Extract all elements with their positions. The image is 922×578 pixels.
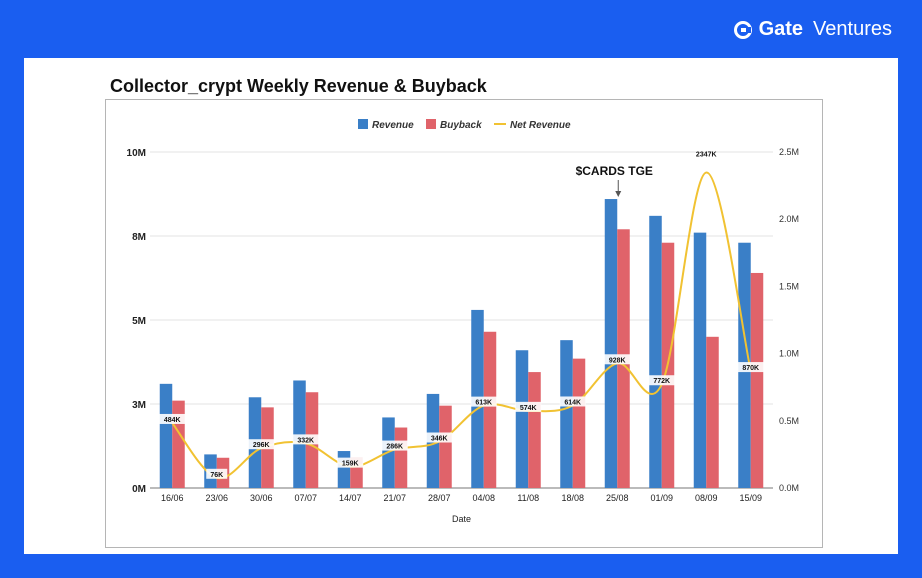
x-tick-label: 11/08 bbox=[517, 493, 539, 503]
buyback-bar bbox=[572, 358, 586, 488]
x-tick-label: 25/08 bbox=[606, 493, 629, 503]
net-revenue-data-label: 614K bbox=[564, 399, 581, 406]
buyback-bar bbox=[172, 400, 185, 488]
y-right-tick-label: 0.5M bbox=[779, 416, 799, 426]
buyback-bar bbox=[750, 272, 764, 488]
y-right-tick-label: 1.0M bbox=[779, 349, 799, 359]
revenue-bar bbox=[337, 451, 351, 488]
net-revenue-data-label: 574K bbox=[520, 405, 537, 412]
chart-title: Collector_crypt Weekly Revenue & Buyback bbox=[110, 76, 487, 96]
x-tick-label: 08/09 bbox=[695, 493, 718, 503]
legend-label: Buyback bbox=[440, 120, 482, 131]
data-label-background bbox=[292, 434, 319, 445]
x-tick-label: 07/07 bbox=[294, 493, 317, 503]
revenue-bar bbox=[159, 383, 173, 488]
net-revenue-data-label: 286K bbox=[386, 444, 403, 451]
net-revenue-data-label: 346K bbox=[431, 435, 448, 442]
legend-swatch bbox=[358, 119, 368, 129]
data-label-background bbox=[248, 439, 275, 450]
revenue-bar bbox=[293, 380, 306, 488]
x-tick-label: 21/07 bbox=[383, 493, 406, 503]
data-label-background bbox=[559, 396, 586, 407]
y-left-tick-label: 10M bbox=[127, 148, 146, 159]
data-label-background bbox=[604, 354, 631, 365]
data-label-background bbox=[206, 468, 228, 479]
data-label-background bbox=[159, 413, 186, 424]
buyback-bar bbox=[394, 427, 408, 488]
brand-logo: Gate Ventures bbox=[733, 18, 892, 41]
gate-logo-icon bbox=[733, 20, 753, 40]
buyback-bar bbox=[483, 331, 497, 488]
revenue-bar bbox=[515, 350, 529, 488]
y-left-tick-label: 5M bbox=[132, 316, 146, 327]
net-revenue-data-label: 772K bbox=[653, 378, 670, 385]
net-revenue-data-label: 484K bbox=[164, 417, 181, 424]
revenue-bar bbox=[560, 340, 573, 488]
x-tick-label: 01/09 bbox=[650, 493, 673, 503]
brand-suffix: Ventures bbox=[813, 18, 892, 40]
data-label-background bbox=[515, 401, 542, 412]
x-tick-label: 30/06 bbox=[250, 493, 273, 503]
net-revenue-data-label: 76K bbox=[210, 472, 223, 479]
net-revenue-data-label: 928K bbox=[609, 357, 626, 364]
data-label-background bbox=[337, 457, 364, 468]
y-right-tick-label: 1.5M bbox=[779, 281, 799, 291]
y-right-tick-label: 2.0M bbox=[779, 214, 799, 224]
revenue-bar bbox=[604, 199, 618, 489]
tge-annotation-arrowhead bbox=[615, 191, 622, 197]
y-left-tick-label: 8M bbox=[132, 232, 146, 243]
legend-swatch bbox=[426, 119, 436, 129]
revenue-bar bbox=[649, 215, 662, 488]
net-revenue-data-label: 870K bbox=[742, 365, 759, 372]
legend-label: Revenue bbox=[372, 120, 414, 131]
x-tick-label: 16/06 bbox=[161, 493, 184, 503]
data-label-background bbox=[737, 362, 764, 373]
buyback-bar bbox=[706, 336, 719, 488]
x-tick-label: 04/08 bbox=[472, 493, 495, 503]
legend-label: Net Revenue bbox=[510, 120, 571, 131]
data-label-background bbox=[648, 375, 675, 386]
revenue-bar bbox=[693, 232, 707, 488]
buyback-bar bbox=[439, 405, 452, 488]
data-label-background bbox=[381, 440, 408, 451]
x-tick-label: 18/08 bbox=[561, 493, 584, 503]
net-revenue-data-label: 332K bbox=[297, 437, 314, 444]
y-left-tick-label: 3M bbox=[132, 400, 146, 411]
data-label-background bbox=[426, 432, 453, 443]
net-revenue-line bbox=[171, 171, 752, 479]
data-label-background bbox=[470, 396, 497, 407]
net-revenue-data-label: 296K bbox=[253, 442, 270, 449]
net-revenue-data-label: 2347K bbox=[696, 152, 717, 159]
x-tick-label: 28/07 bbox=[428, 493, 451, 503]
y-left-tick-label: 0M bbox=[132, 484, 146, 495]
x-tick-label: 14/07 bbox=[339, 493, 362, 503]
buyback-bar bbox=[528, 372, 541, 488]
x-tick-label: 15/09 bbox=[739, 493, 762, 503]
y-right-tick-label: 0.0M bbox=[779, 483, 799, 493]
x-tick-label: 23/06 bbox=[205, 493, 228, 503]
x-axis-label: Date bbox=[452, 514, 471, 524]
tge-annotation-label: $CARDS TGE bbox=[576, 164, 653, 178]
y-right-tick-label: 2.5M bbox=[779, 147, 799, 157]
net-revenue-data-label: 613K bbox=[475, 400, 492, 407]
brand-name: Gate bbox=[758, 18, 804, 40]
net-revenue-data-label: 159K bbox=[342, 461, 359, 468]
